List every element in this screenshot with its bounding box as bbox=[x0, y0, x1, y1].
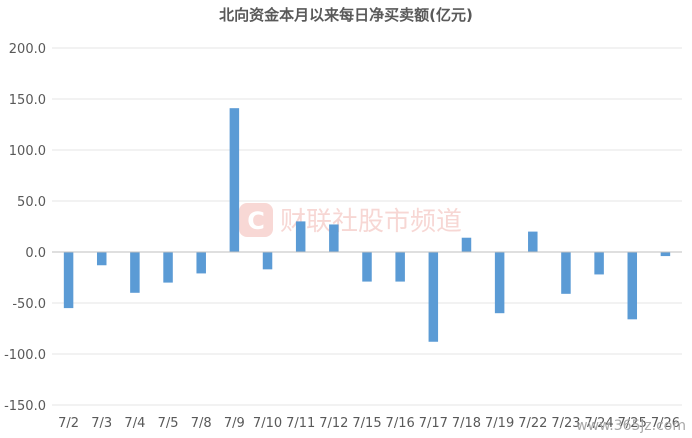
y-tick-label: 50.0 bbox=[17, 195, 46, 210]
bar-7-9 bbox=[229, 108, 240, 253]
x-tick-label: 7/4 bbox=[124, 416, 145, 431]
y-tick-label: -100.0 bbox=[4, 348, 46, 363]
bar-7-3 bbox=[96, 252, 107, 266]
chart-title: 北向资金本月以来每日净买卖额(亿元) bbox=[219, 6, 473, 24]
x-tick-label: 7/18 bbox=[452, 416, 481, 431]
bar-7-26 bbox=[660, 252, 671, 257]
x-tick-label: 7/24 bbox=[585, 416, 614, 431]
y-tick-label: 200.0 bbox=[9, 42, 46, 57]
bar-7-16 bbox=[395, 252, 405, 282]
bar-7-17 bbox=[428, 252, 439, 342]
x-tick-label: 7/22 bbox=[518, 416, 547, 431]
x-tick-label: 7/3 bbox=[91, 416, 112, 431]
bar-7-15 bbox=[362, 252, 372, 282]
bar-7-19 bbox=[494, 252, 505, 314]
x-tick-label: 7/5 bbox=[158, 416, 179, 431]
x-tick-label: 7/10 bbox=[253, 416, 282, 431]
bars bbox=[63, 108, 671, 342]
bar-7-4 bbox=[130, 252, 140, 293]
watermark: C 财联社股市频道 bbox=[239, 203, 462, 237]
bar-7-22 bbox=[528, 231, 538, 252]
y-tick-label: 0.0 bbox=[25, 246, 46, 261]
bar-7-24 bbox=[594, 252, 604, 275]
x-tick-label: 7/26 bbox=[651, 416, 680, 431]
bar-7-10 bbox=[262, 252, 273, 270]
x-tick-label: 7/15 bbox=[352, 416, 381, 431]
y-tick-label: -150.0 bbox=[4, 399, 46, 414]
y-tick-label: 100.0 bbox=[9, 144, 46, 159]
x-tick-label: 7/16 bbox=[386, 416, 415, 431]
y-tick-label: 150.0 bbox=[9, 93, 46, 108]
y-tick-label: -50.0 bbox=[12, 297, 46, 312]
x-tick-label: 7/19 bbox=[485, 416, 514, 431]
x-tick-label: 7/2 bbox=[58, 416, 79, 431]
bar-7-8 bbox=[196, 252, 206, 274]
y-axis-labels: 200.0 150.0 100.0 50.0 0.0 -50.0 -100.0 -150.0 bbox=[4, 42, 46, 414]
watermark-logo-icon bbox=[239, 203, 273, 237]
bar-7-12 bbox=[329, 224, 339, 252]
x-tick-label: 7/9 bbox=[224, 416, 245, 431]
site-watermark: www.365jz.com bbox=[576, 418, 686, 434]
x-axis-labels: 7/2 7/3 7/4 7/5 7/8 7/9 7/10 7/11 7/12 7/15 7/16 7/… bbox=[58, 416, 680, 431]
bar-7-2 bbox=[63, 252, 74, 309]
bar-7-25 bbox=[627, 252, 638, 320]
bar-7-11 bbox=[295, 221, 306, 252]
x-tick-label: 7/8 bbox=[191, 416, 212, 431]
bar-7-23 bbox=[561, 252, 571, 294]
x-tick-label: 7/17 bbox=[419, 416, 448, 431]
bar-7-18 bbox=[461, 237, 472, 252]
watermark-text: 财联社股市频道 bbox=[280, 207, 462, 237]
x-tick-label: 7/11 bbox=[286, 416, 315, 431]
x-tick-label: 7/25 bbox=[618, 416, 647, 431]
bar-7-5 bbox=[163, 252, 173, 283]
x-tick-label: 7/12 bbox=[319, 416, 348, 431]
x-tick-label: 7/23 bbox=[551, 416, 580, 431]
watermark-logo-letter: C bbox=[247, 207, 265, 235]
